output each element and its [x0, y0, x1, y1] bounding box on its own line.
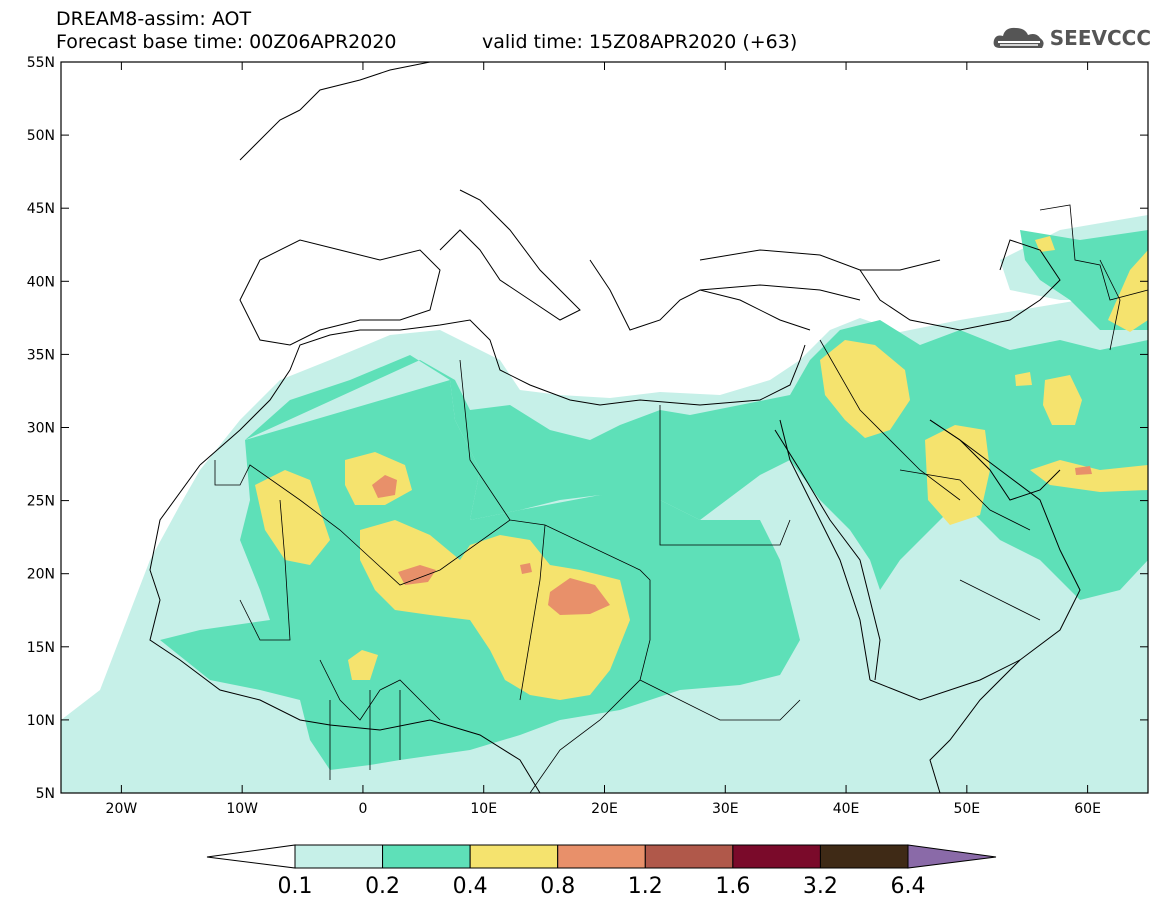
colorbar-cell — [557, 844, 646, 869]
aot-band-0.4 — [255, 236, 1148, 700]
lat-tick-label: 40N — [27, 274, 55, 290]
colorbar-label: 1.2 — [628, 874, 663, 899]
title-base-time: Forecast base time: 00Z06APR2020 — [56, 31, 397, 53]
coastlines — [149, 62, 1081, 793]
lat-tick-label: 45N — [27, 201, 55, 217]
lat-tick-label: 20N — [27, 567, 55, 583]
colorbar-cell — [819, 844, 909, 869]
logo-text: SEEVCCC — [1049, 26, 1151, 50]
latitude-ticks: 55N 50N 45N 40N 35N 30N 25N 20N 15N 10N 5N — [27, 55, 1148, 802]
colorbar-cells — [294, 844, 909, 869]
lat-tick-label: 15N — [27, 640, 55, 656]
lat-tick-label: 55N — [27, 55, 55, 71]
lon-tick-label: 30E — [712, 801, 739, 817]
lat-tick-label: 10N — [27, 713, 55, 729]
colorbar-label: 0.4 — [453, 874, 488, 899]
lat-tick-label: 5N — [36, 786, 55, 802]
colorbar-over-arrow — [907, 844, 997, 869]
lon-tick-label: 10W — [226, 801, 258, 817]
colorbar-label: 0.1 — [278, 874, 313, 899]
colorbar-label: 3.2 — [803, 874, 838, 899]
lon-tick-label: 50E — [953, 801, 980, 817]
longitude-ticks: 20W 10W 0 10E 20E 30E 40E 50E 60E — [106, 62, 1101, 817]
colorbar-cell — [294, 844, 384, 869]
colorbar-label: 1.6 — [715, 874, 750, 899]
lat-tick-label: 50N — [27, 128, 55, 144]
borders — [214, 204, 1148, 793]
colorbar-cell — [469, 844, 559, 869]
lat-tick-label: 35N — [27, 347, 55, 363]
lon-tick-label: 40E — [833, 801, 860, 817]
aot-field — [61, 62, 1148, 793]
title-product: DREAM8-assim: AOT — [56, 8, 252, 30]
lat-tick-label: 25N — [27, 494, 55, 510]
colorbar: 0.1 0.2 0.4 0.8 1.2 1.6 3.2 6.4 — [206, 844, 997, 899]
lon-tick-label: 10E — [470, 801, 497, 817]
lon-tick-label: 20E — [591, 801, 618, 817]
colorbar-cell — [382, 844, 471, 869]
colorbar-label: 0.2 — [365, 874, 400, 899]
lat-tick-label: 30N — [27, 421, 55, 437]
colorbar-cell — [644, 844, 734, 869]
aot-band-0.8 — [372, 466, 1092, 615]
lon-tick-label: 0 — [358, 801, 367, 817]
colorbar-label: 0.8 — [540, 874, 575, 899]
colorbar-labels: 0.1 0.2 0.4 0.8 1.2 1.6 3.2 6.4 — [278, 874, 926, 899]
cloud-icon — [993, 27, 1044, 48]
colorbar-cell — [732, 844, 821, 869]
lon-tick-label: 60E — [1074, 801, 1101, 817]
title-valid-time: valid time: 15Z08APR2020 (+63) — [482, 31, 798, 53]
lon-tick-label: 20W — [106, 801, 138, 817]
seevccc-logo: SEEVCCC — [992, 24, 1151, 52]
colorbar-under-arrow — [206, 844, 296, 869]
colorbar-label: 6.4 — [891, 874, 926, 899]
